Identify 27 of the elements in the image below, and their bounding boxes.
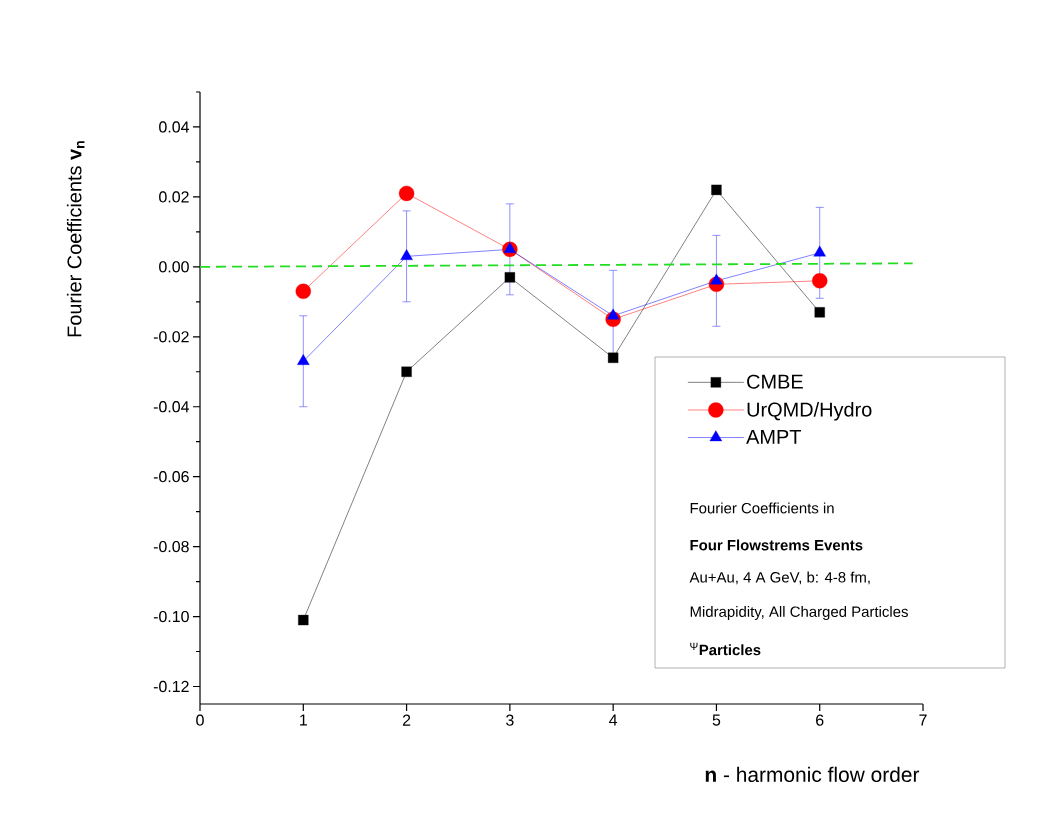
- legend-label: CMBE: [747, 374, 803, 389]
- legend-label: UrQMD/Hydro: [747, 402, 872, 421]
- annotation: Midrapidity, All Charged Particles: [690, 606, 908, 620]
- y-tick-label: -0.06: [153, 471, 189, 483]
- legend-label: AMPT: [746, 429, 801, 444]
- y-tick-label: -0.08: [153, 540, 189, 553]
- x-tick-label: 3: [506, 714, 514, 726]
- x-tick-label: 4: [609, 714, 618, 726]
- annotation: $^{Ψ}$Particles: [690, 642, 761, 656]
- y-tick-label: 0.04: [159, 121, 190, 133]
- annotation: Au+Au, 4 A GeV, b: 4-8 fm,: [689, 571, 870, 585]
- y-tick-label: 0.00: [159, 261, 189, 273]
- y-tick-label: -0.02: [153, 331, 189, 343]
- x-tick-label: 6: [816, 714, 824, 726]
- y-tick-label: -0.04: [153, 401, 190, 413]
- x-tick-label: 1: [300, 714, 307, 726]
- y-tick-label: -0.12: [153, 680, 189, 693]
- x-tick-label: 5: [712, 714, 721, 726]
- text: Fourier Coefficients v$_{n}$: [66, 141, 85, 337]
- annotation: Fourier Coefficients in: [690, 502, 834, 514]
- x-tick-label: 2: [402, 714, 411, 726]
- y-tick-label: 0.02: [159, 191, 189, 203]
- x-tick-label: 0: [196, 714, 204, 726]
- annotation: Four Flowstrems Events: [690, 539, 863, 551]
- y-tick-label: -0.10: [153, 610, 189, 623]
- x-axis-title: n - harmonic flow order: [705, 766, 920, 783]
- x-tick-label: 7: [919, 714, 927, 726]
